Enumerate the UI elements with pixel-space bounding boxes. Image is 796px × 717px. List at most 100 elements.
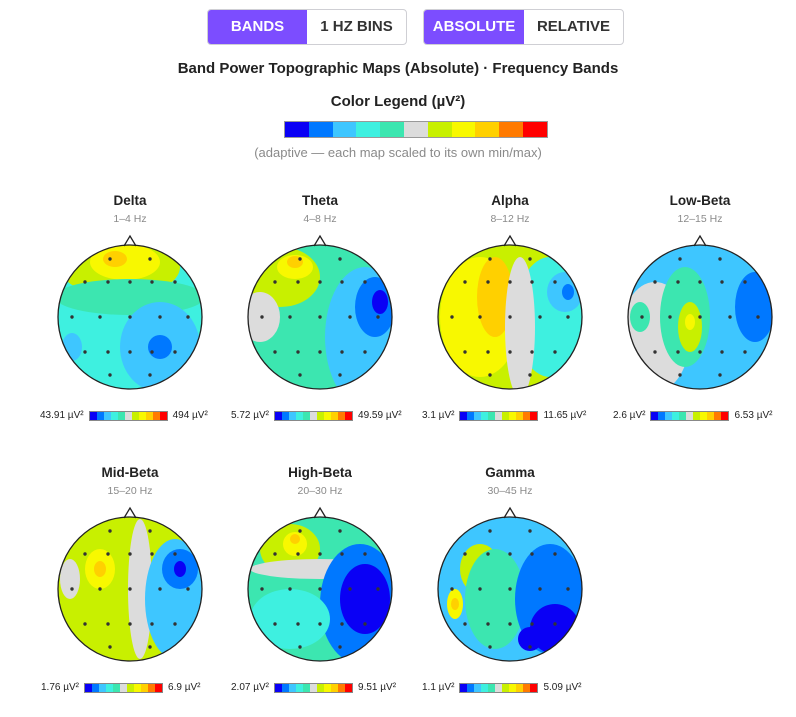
electrode-dot (538, 587, 542, 591)
scale-swatch (679, 411, 687, 420)
scale-swatch (488, 683, 496, 692)
bands-toggle-button[interactable]: BANDS (208, 10, 307, 44)
scale-swatch (127, 683, 135, 692)
legend-swatch (356, 122, 381, 137)
scale-swatch (289, 411, 297, 420)
electrode-dot (340, 622, 344, 626)
electrode-dot (478, 587, 482, 591)
map-scale-row: 2.07 µV² 9.51 µV² (231, 682, 396, 693)
electrode-dot (668, 315, 672, 319)
map-title: Gamma (485, 465, 535, 480)
map-scale-bar (650, 410, 730, 421)
map-scale-max: 49.59 µV² (358, 410, 402, 421)
electrode-dot (340, 280, 344, 284)
electrode-dot (348, 315, 352, 319)
hz-bins-toggle-button[interactable]: 1 HZ BINS (320, 18, 393, 35)
electrode-dot (348, 587, 352, 591)
scale-swatch (99, 683, 107, 692)
scale-swatch (665, 411, 673, 420)
scale-swatch (282, 411, 290, 420)
scale-swatch (686, 411, 694, 420)
electrode-dot (566, 587, 570, 591)
electrode-dot (508, 280, 512, 284)
electrode-dot (128, 315, 132, 319)
electrode-dot (698, 315, 702, 319)
scale-swatch (693, 411, 701, 420)
electrode-dot (530, 280, 534, 284)
scale-swatch (317, 411, 325, 420)
electrode-dot (528, 645, 532, 649)
map-color-region (248, 292, 280, 342)
electrode-dot (296, 280, 300, 284)
electrode-dot (108, 373, 112, 377)
electrode-dot (83, 552, 87, 556)
scale-swatch (96, 411, 104, 420)
electrode-dot (70, 587, 74, 591)
scale-swatch (474, 411, 482, 420)
electrode-dot (338, 529, 342, 533)
scale-swatch (502, 411, 510, 420)
map-scale-bar (459, 410, 539, 421)
topomap-head (247, 506, 393, 662)
scale-swatch (481, 683, 489, 692)
electrode-dot (296, 622, 300, 626)
electrode-dot (318, 280, 322, 284)
page-title: Band Power Topographic Maps (Absolute) ·… (177, 60, 619, 77)
electrode-dot (128, 587, 132, 591)
electrode-dot (653, 350, 657, 354)
electrode-dot (70, 315, 74, 319)
electrode-dot (106, 280, 110, 284)
map-scale-min: 1.1 µV² (422, 682, 455, 693)
map-title: Theta (301, 193, 338, 208)
map-scale-max: 6.53 µV² (734, 410, 773, 421)
scale-swatch (155, 683, 163, 692)
scale-swatch (502, 683, 510, 692)
map-title: High-Beta (288, 465, 352, 480)
electrode-dot (83, 622, 87, 626)
electrode-dot (338, 257, 342, 261)
map-scale-min: 5.72 µV² (231, 410, 270, 421)
electrode-dot (463, 622, 467, 626)
electrode-dot (553, 552, 557, 556)
scale-swatch (141, 683, 149, 692)
map-color-region (103, 251, 127, 267)
electrode-dot (150, 622, 154, 626)
electrode-dot (106, 552, 110, 556)
map-color-region (340, 564, 390, 634)
map-color-region (128, 519, 152, 659)
electrode-dot (148, 529, 152, 533)
map-frequency-range: 30–45 Hz (487, 485, 533, 497)
legend-swatch (522, 122, 547, 137)
electrode-dot (318, 350, 322, 354)
electrode-dot (273, 350, 277, 354)
scale-swatch (159, 411, 167, 420)
electrode-dot (676, 280, 680, 284)
electrode-dot (158, 315, 162, 319)
electrode-dot (528, 257, 532, 261)
absolute-toggle-button[interactable]: ABSOLUTE (424, 10, 524, 44)
head-outline (57, 516, 203, 662)
map-color-region (562, 284, 574, 300)
scale-swatch (85, 683, 93, 692)
electrode-dot (173, 622, 177, 626)
map-title: Alpha (491, 193, 529, 208)
electrode-dot (508, 552, 512, 556)
scale-swatch (345, 411, 353, 420)
electrode-dot (273, 552, 277, 556)
electrode-dot (640, 315, 644, 319)
scale-swatch (275, 411, 283, 420)
electrode-dot (566, 315, 570, 319)
legend-swatch (451, 122, 476, 137)
scale-swatch (275, 683, 283, 692)
map-scale-max: 5.09 µV² (543, 682, 582, 693)
electrode-dot (528, 529, 532, 533)
scale-swatch (310, 683, 318, 692)
electrode-dot (186, 315, 190, 319)
electrode-dot (486, 552, 490, 556)
electrode-dot (108, 645, 112, 649)
electrode-dot (318, 552, 322, 556)
map-scale-row: 5.72 µV² 49.59 µV² (231, 410, 402, 421)
scale-swatch (106, 683, 114, 692)
relative-toggle-button[interactable]: RELATIVE (536, 18, 611, 35)
map-color-region (94, 561, 106, 577)
